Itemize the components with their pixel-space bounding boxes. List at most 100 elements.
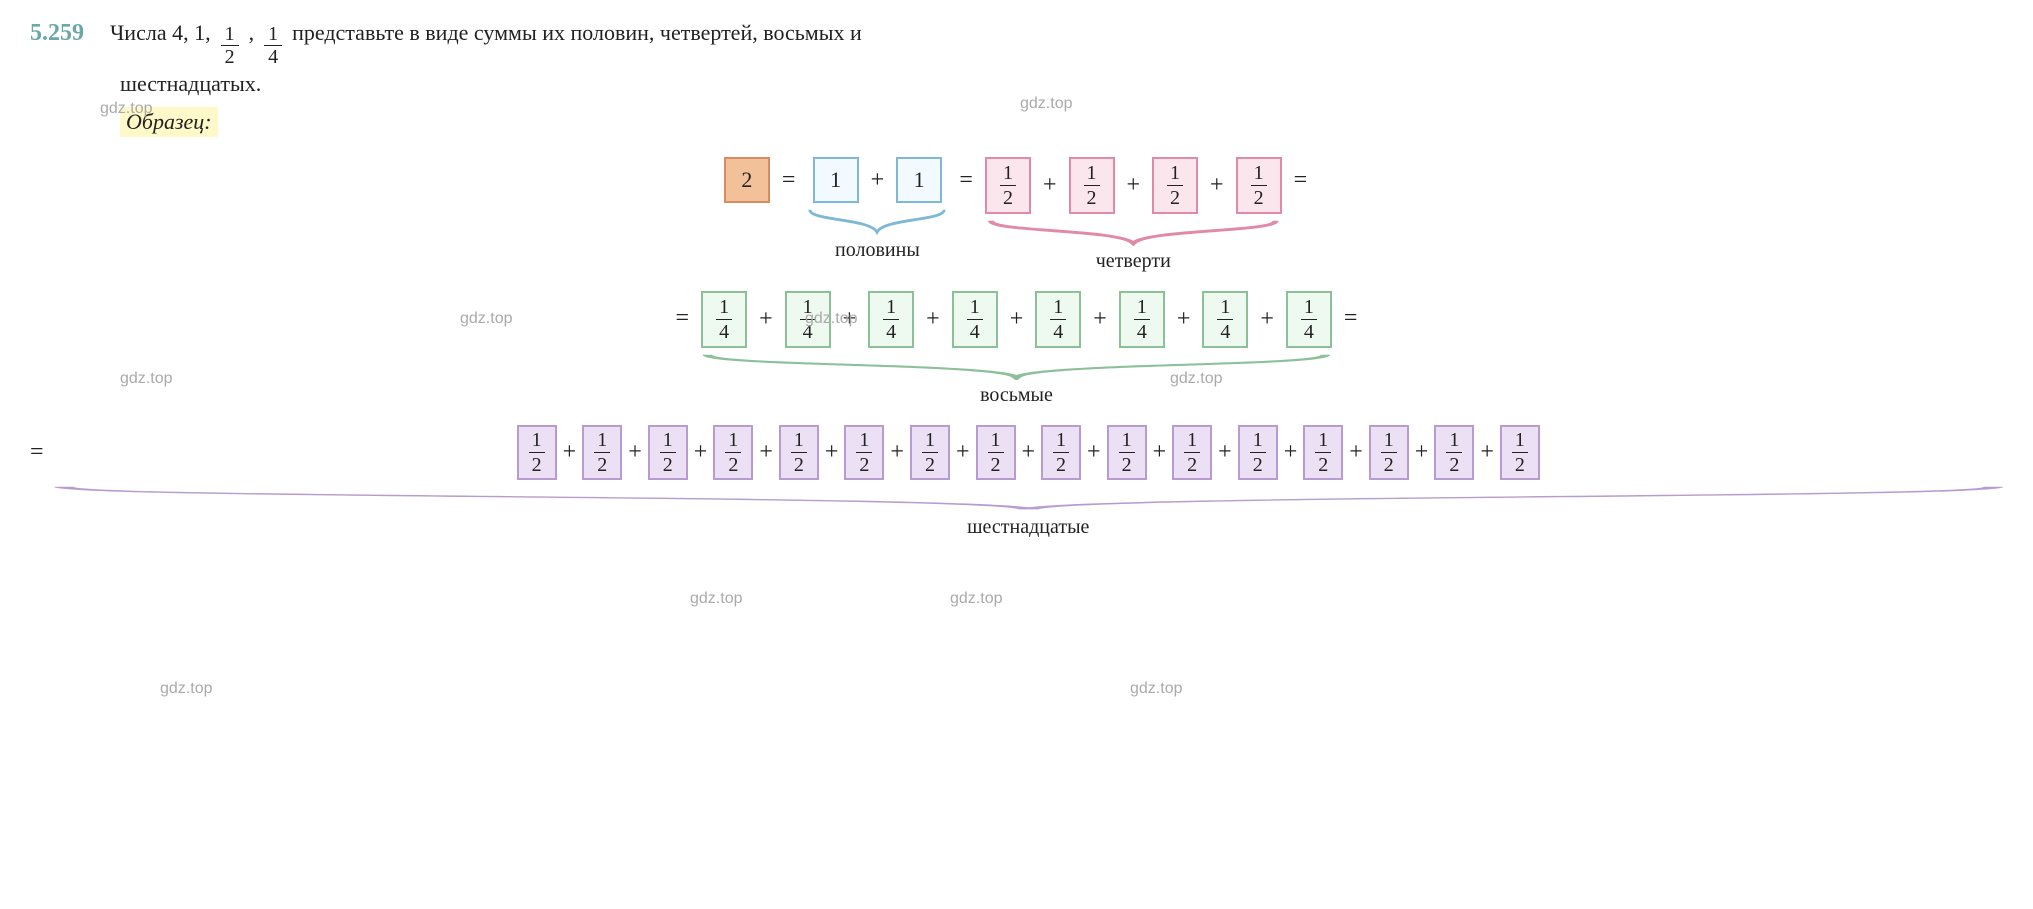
half-box: 1 [813, 157, 859, 203]
sixteenths-group: 12+12+12+12+12+12+12+12+12+12+12+12+12+1… [54, 425, 2003, 539]
fraction-denominator: 2 [1000, 185, 1016, 208]
fraction-box: 12 [985, 157, 1031, 214]
fraction-box: 12 [1369, 425, 1409, 480]
plus-sign: + [890, 439, 904, 466]
fraction-box: 14 [1286, 291, 1332, 348]
quarters-label: четверти [985, 250, 1282, 273]
problem-text-before: Числа 4, 1, [110, 20, 211, 46]
plus-sign: + [1208, 172, 1226, 199]
plus-sign: + [1022, 439, 1036, 466]
plus-sign: + [1480, 439, 1494, 466]
fraction-denominator: 4 [967, 319, 983, 342]
fraction-denominator: 2 [1119, 452, 1135, 475]
start-box: 2 [724, 157, 770, 203]
sample-label: Образец: [120, 107, 218, 137]
fraction-numerator: 1 [728, 430, 738, 452]
fraction-numerator: 1 [1056, 430, 1066, 452]
plus-sign: + [563, 439, 577, 466]
fraction-denominator: 2 [1512, 452, 1528, 475]
plus-sign: + [1087, 439, 1101, 466]
plus-sign: + [1415, 439, 1429, 466]
fraction-numerator: 1 [1220, 297, 1230, 319]
fraction-denominator: 2 [988, 452, 1004, 475]
fraction-denominator: 2 [1167, 185, 1183, 208]
fraction-numerator: 1 [1187, 430, 1197, 452]
fraction-numerator: 1 [532, 430, 542, 452]
fraction-denominator: 2 [1251, 185, 1267, 208]
halves-group: 1+1 половины [807, 157, 947, 262]
fraction-numerator: 1 [1318, 430, 1328, 452]
fraction-denominator: 4 [1134, 319, 1150, 342]
fraction-box: 12 [582, 425, 622, 480]
fraction-denominator: 2 [1381, 452, 1397, 475]
fraction-numerator: 1 [1384, 430, 1394, 452]
equation-line-2: = 14+14+14+14+14+14+14+14 восьмые = [30, 291, 2003, 407]
fraction-denominator: 2 [1084, 185, 1100, 208]
watermark: gdz.top [690, 590, 742, 608]
fraction-numerator: 1 [886, 297, 896, 319]
equals-sign: = [674, 305, 692, 332]
watermark: gdz.top [1130, 680, 1182, 698]
fraction-numerator: 1 [719, 297, 729, 319]
fraction-numerator: 1 [1449, 430, 1459, 452]
fraction-numerator: 1 [1304, 297, 1314, 319]
fraction-denominator: 2 [594, 452, 610, 475]
fraction-box: 12 [648, 425, 688, 480]
plus-sign: + [841, 306, 859, 333]
fraction-denominator: 2 [1446, 452, 1462, 475]
fraction-box: 14 [952, 291, 998, 348]
fraction-box: 14 [1119, 291, 1165, 348]
fraction-denominator: 2 [1184, 452, 1200, 475]
fraction-numerator: 1 [1170, 163, 1180, 185]
fraction-box: 12 [1236, 157, 1282, 214]
fraction-numerator: 1 [1253, 430, 1263, 452]
fraction-denominator: 2 [725, 452, 741, 475]
plus-sign: + [956, 439, 970, 466]
fraction-box: 12 [910, 425, 950, 480]
equals-sign: = [780, 167, 798, 194]
inline-fraction: 1 4 [264, 24, 282, 67]
fraction-denominator: 2 [856, 452, 872, 475]
plus-sign: + [1175, 306, 1193, 333]
equals-sign: = [957, 167, 975, 194]
fraction-box: 12 [517, 425, 557, 480]
fraction-numerator: 1 [1515, 430, 1525, 452]
problem-header: 5.259 Числа 4, 1, 1 2 , 1 4 представьте … [30, 20, 2003, 67]
fraction-numerator: 1 [859, 430, 869, 452]
sixteenths-label: шестнадцатые [54, 516, 2003, 539]
fraction-box: 12 [1500, 425, 1540, 480]
brace-icon [54, 484, 2003, 512]
problem-number: 5.259 [30, 20, 84, 47]
fraction-numerator: 1 [1003, 163, 1013, 185]
plus-sign: + [628, 439, 642, 466]
fraction-numerator: 1 [1122, 430, 1132, 452]
equals-sign: = [1342, 305, 1360, 332]
brace-icon [807, 207, 947, 235]
fraction-denominator: 4 [800, 319, 816, 342]
fraction-denominator: 2 [922, 452, 938, 475]
equals-sign: = [30, 439, 44, 466]
watermark: gdz.top [160, 680, 212, 698]
fraction-numerator: 1 [1137, 297, 1147, 319]
fraction-numerator: 1 [794, 430, 804, 452]
plus-sign: + [1153, 439, 1167, 466]
fraction-box: 14 [1202, 291, 1248, 348]
halves-label: половины [807, 239, 947, 262]
fraction-box: 12 [1238, 425, 1278, 480]
fraction-box: 14 [785, 291, 831, 348]
fraction-box: 12 [844, 425, 884, 480]
fraction-denominator: 4 [264, 45, 282, 67]
fraction-denominator: 2 [529, 452, 545, 475]
fraction-numerator: 1 [1254, 163, 1264, 185]
fraction-denominator: 2 [1315, 452, 1331, 475]
fraction-box: 12 [1041, 425, 1081, 480]
plus-sign: + [1284, 439, 1298, 466]
quarters-group: 12+12+12+12 четверти [985, 157, 1282, 273]
problem-text-cont: шестнадцатых. [120, 71, 2003, 97]
plus-sign: + [1258, 306, 1276, 333]
fraction-box: 12 [976, 425, 1016, 480]
eighths-group: 14+14+14+14+14+14+14+14 восьмые [701, 291, 1332, 407]
watermark: gdz.top [950, 590, 1002, 608]
fraction-box: 12 [1434, 425, 1474, 480]
fraction-denominator: 4 [1050, 319, 1066, 342]
